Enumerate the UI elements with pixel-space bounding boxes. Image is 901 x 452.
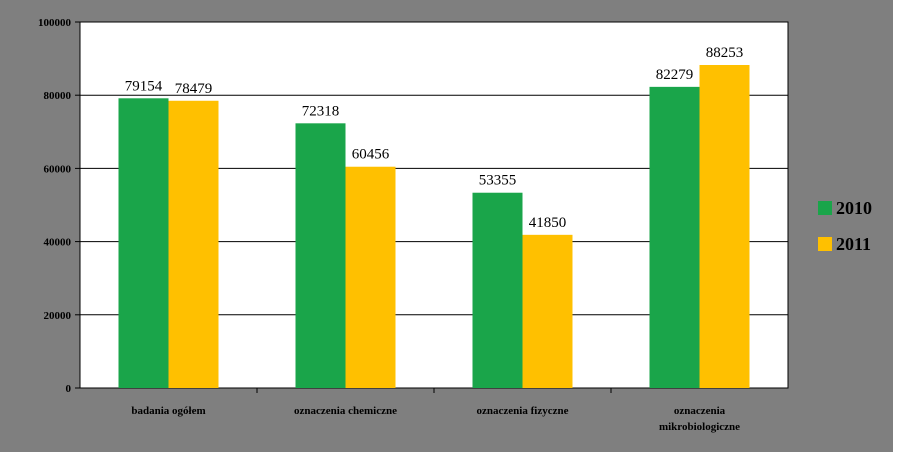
bar-2011-0: [168, 100, 219, 389]
x-category-label: oznaczenia chemiczne: [294, 405, 397, 417]
x-category-label: oznaczenia: [674, 405, 726, 417]
data-label: 53355: [479, 173, 517, 189]
data-label: 82279: [656, 67, 694, 83]
right-edge: [893, 0, 901, 452]
legend-label: 2011: [836, 234, 871, 254]
data-label: 72318: [302, 103, 340, 119]
bar-2010-3: [649, 86, 700, 388]
legend-swatch-2011: [818, 237, 832, 251]
legend-label: 2010: [836, 198, 872, 218]
data-label: 78479: [175, 81, 213, 97]
legend-swatch-2010: [818, 201, 832, 215]
y-tick-label: 40000: [44, 237, 72, 249]
legend: 2010 2011: [818, 198, 872, 254]
y-tick-label: 0: [66, 383, 72, 395]
data-label: 79154: [125, 78, 163, 94]
bar-2011-3: [699, 64, 750, 388]
bar-2010-1: [295, 123, 346, 389]
data-label: 41850: [529, 215, 567, 231]
y-tick-label: 20000: [44, 310, 72, 322]
bar-2011-2: [522, 234, 573, 388]
x-category-label: badania ogółem: [131, 405, 205, 417]
bar-2010-2: [472, 192, 523, 388]
y-tick-label: 80000: [44, 90, 72, 102]
data-label: 88253: [706, 45, 744, 61]
bar-2010-0: [118, 98, 169, 388]
bars: [118, 64, 750, 389]
x-category-label: mikrobiologiczne: [659, 421, 740, 433]
y-tick-label: 60000: [44, 163, 72, 175]
y-axis: 0 20000 40000 60000 80000 100000: [38, 17, 612, 395]
bar-2011-1: [345, 166, 396, 388]
data-labels: 79154 78479 72318 60456 53355 41850 82279 88253: [125, 45, 744, 231]
x-category-label: oznaczenia fizyczne: [477, 405, 569, 417]
y-tick-label: 100000: [38, 17, 72, 29]
x-axis-labels: badania ogółem oznaczenia chemiczne oznacz…: [131, 405, 740, 433]
data-label: 60456: [352, 147, 390, 163]
